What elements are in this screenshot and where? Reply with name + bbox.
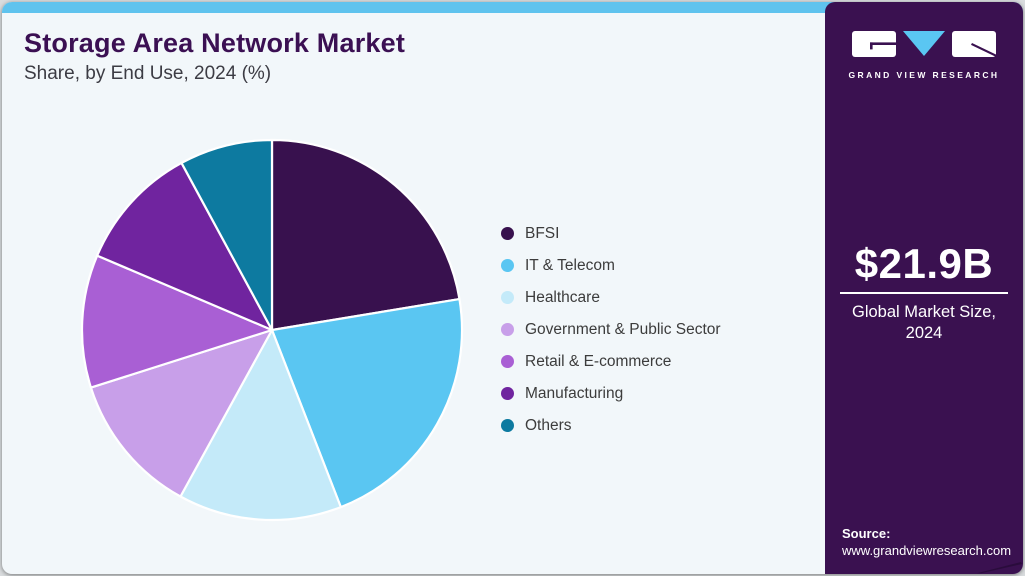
legend-label-others: Others: [525, 417, 572, 434]
legend-label-retail-e-commerce: Retail & E-commerce: [525, 353, 672, 370]
legend-label-healthcare: Healthcare: [525, 289, 600, 306]
legend-dot-it-telecom: [501, 259, 514, 272]
legend-dot-government-public-sector: [501, 323, 514, 336]
legend-item-it-telecom: IT & Telecom: [501, 257, 721, 274]
legend-label-bfsi: BFSI: [525, 225, 560, 242]
pie-slice-bfsi: [270, 138, 461, 332]
legend-item-retail-e-commerce: Retail & E-commerce: [501, 353, 721, 370]
market-size-label-line1: Global Market Size,: [852, 303, 996, 321]
source-block: Source: www.grandviewresearch.com: [842, 525, 1011, 559]
brand-name: GRAND VIEW RESEARCH: [848, 70, 1000, 80]
pie-slice-retail-e-commerce: [80, 254, 274, 389]
pie-slice-others: [180, 138, 274, 332]
top-accent-strip: [2, 2, 1023, 13]
source-label: Source:: [842, 526, 891, 541]
source-url: www.grandviewresearch.com: [842, 543, 1012, 558]
legend-dot-bfsi: [501, 227, 514, 240]
market-size-block: $21.9B Global Market Size, 2024: [825, 243, 1023, 344]
brand-logo: GRAND VIEW RESEARCH: [825, 30, 1023, 80]
market-size-label-line2: 2024: [905, 324, 943, 342]
pie-slice-manufacturing: [96, 161, 274, 332]
pie-slice-government-public-sector: [89, 328, 274, 498]
market-size-value: $21.9B: [854, 240, 994, 287]
divider-line: [840, 292, 1008, 294]
chart-legend: BFSI IT & Telecom Healthcare Government & P…: [501, 225, 721, 449]
legend-dot-others: [501, 419, 514, 432]
legend-label-it-telecom: IT & Telecom: [525, 257, 615, 274]
page-title: Storage Area Network Market: [24, 28, 406, 58]
legend-item-healthcare: Healthcare: [501, 289, 721, 306]
legend-dot-healthcare: [501, 291, 514, 304]
sidebar-panel: GRAND VIEW RESEARCH $21.9B Global Market…: [825, 2, 1023, 574]
legend-dot-manufacturing: [501, 387, 514, 400]
legend-item-others: Others: [501, 417, 721, 434]
pie-slice-healthcare: [179, 328, 342, 522]
page-curl-decoration: [977, 562, 1022, 574]
legend-item-government-public-sector: Government & Public Sector: [501, 321, 721, 338]
legend-item-bfsi: BFSI: [501, 225, 721, 242]
legend-item-manufacturing: Manufacturing: [501, 385, 721, 402]
page-subtitle: Share, by End Use, 2024 (%): [24, 63, 272, 84]
chart-headings: Storage Area Network Market Share, by En…: [24, 28, 405, 85]
legend-label-manufacturing: Manufacturing: [525, 385, 624, 402]
legend-label-government-public-sector: Government & Public Sector: [525, 321, 721, 338]
pie-chart: [80, 138, 464, 522]
legend-dot-retail-e-commerce: [501, 355, 514, 368]
logo-v-triangle: [903, 31, 945, 56]
pie-slice-it-telecom: [270, 298, 464, 509]
gvr-logo-icon: [852, 31, 997, 58]
